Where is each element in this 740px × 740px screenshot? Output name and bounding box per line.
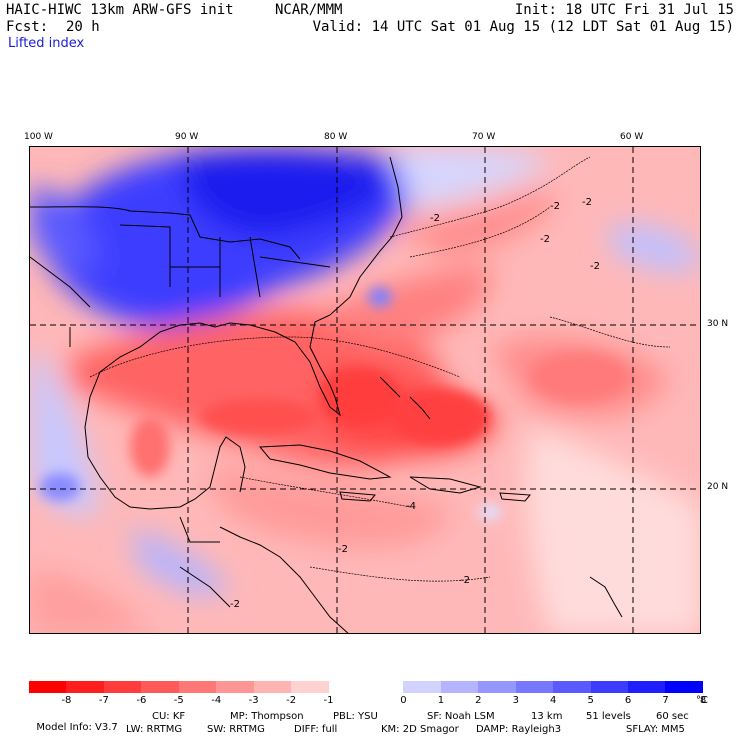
sf-scheme: SF: Noah LSM xyxy=(427,711,495,722)
field-detail xyxy=(40,287,630,520)
colorbar-tick-label: -3 xyxy=(248,695,259,706)
colorbar-swatch xyxy=(66,681,104,693)
colorbar-tick-label: 4 xyxy=(550,695,557,706)
colorbar-tick-label: 3 xyxy=(512,695,519,706)
model-version: Model Info: V3.7 xyxy=(36,722,118,733)
sflay-scheme: SFLAY: MM5 xyxy=(626,724,685,735)
colorbar-swatch xyxy=(291,681,329,693)
field-shading xyxy=(30,147,700,633)
contour-label: -4 xyxy=(406,501,416,512)
lon-label-90w: 90 W xyxy=(175,132,199,142)
valid-time: Valid: 14 UTC Sat 01 Aug 15 (12 LDT Sat … xyxy=(312,19,734,35)
colorbar-tick-label: 7 xyxy=(662,695,669,706)
colorbar-swatch xyxy=(403,681,441,693)
colorbar-swatch xyxy=(440,681,479,693)
colorbar-tick-label: 2 xyxy=(475,695,482,706)
colorbar-tick-label: 8 xyxy=(699,695,707,706)
sw-scheme: SW: RRTMG xyxy=(207,724,265,735)
mp-scheme: MP: Thompson xyxy=(230,711,304,722)
colorbar-swatch xyxy=(178,681,217,693)
map-canvas: -2 -2 -2 -2 -2 -4 -2 -2 -2 xyxy=(30,147,700,633)
lon-label-100w: 100 W xyxy=(24,132,53,142)
colorbar-swatch xyxy=(328,681,366,693)
colorbar-swatch xyxy=(141,681,179,693)
lat-label-20n: 20 N xyxy=(707,482,729,492)
lat-lon-grid xyxy=(30,147,700,633)
init-time: Init: 18 UTC Fri 31 Jul 15 xyxy=(514,2,734,18)
contour-label: -2 xyxy=(230,599,240,610)
lon-label-80w: 80 W xyxy=(324,132,348,142)
colorbar-tick-label: 6 xyxy=(624,695,632,706)
field-name: Lifted index xyxy=(8,36,85,51)
contour-label: -2 xyxy=(430,213,440,224)
pbl-scheme: PBL: YSU xyxy=(333,711,378,722)
resolution: 13 km xyxy=(531,711,563,722)
colorbar-unit: °C xyxy=(696,695,708,706)
colorbar xyxy=(29,681,703,693)
colorbar-swatch xyxy=(590,681,628,693)
contour-label: -2 xyxy=(550,201,560,212)
lon-label-60w: 60 W xyxy=(620,132,644,142)
forecast-label: Fcst: xyxy=(6,19,49,35)
colorbar-tick-label: -2 xyxy=(286,695,297,706)
colorbar-swatch xyxy=(253,681,292,693)
colorbar-tick-label: -4 xyxy=(211,695,222,706)
colorbar-swatch xyxy=(365,681,404,693)
diff-scheme: DIFF: full xyxy=(294,724,338,735)
colorbar-swatch xyxy=(628,681,666,693)
colorbar-swatch xyxy=(103,681,142,693)
colorbar-swatch xyxy=(515,681,554,693)
colorbar-tick-label: -7 xyxy=(98,695,109,706)
lw-scheme: LW: RRTMG xyxy=(126,724,183,735)
contour-label: -2 xyxy=(338,544,348,555)
forecast-hours: 20 h xyxy=(66,19,100,35)
colorbar-tick-label: 0 xyxy=(400,695,407,706)
km-scheme: KM: 2D Smagor xyxy=(381,724,459,735)
colorbar-swatch xyxy=(29,681,67,693)
contour-label: -2 xyxy=(590,261,600,272)
colorbar-tick-label: -8 xyxy=(61,695,72,706)
coastlines xyxy=(30,156,623,633)
colorbar-tick-label: -1 xyxy=(323,695,334,706)
damp-scheme: DAMP: Rayleigh3 xyxy=(476,724,562,735)
lon-label-70w: 70 W xyxy=(472,132,496,142)
colorbar-tick-label: -6 xyxy=(136,695,147,706)
lifted-index-map: -2 -2 -2 -2 -2 -4 -2 -2 -2 xyxy=(29,146,701,634)
cu-scheme: CU: KF xyxy=(152,711,186,722)
colorbar-tick-label: -5 xyxy=(173,695,184,706)
contour-label: -2 xyxy=(582,197,592,208)
model-title: HAIC-HIWC 13km ARW-GFS init xyxy=(6,2,234,18)
levels: 51 levels xyxy=(586,711,631,722)
contour-label: -2 xyxy=(460,575,470,586)
model-info-line1: Model Info: V3.7 xyxy=(30,711,118,733)
organization-label: NCAR/MMM xyxy=(275,2,343,18)
colorbar-swatch xyxy=(216,681,254,693)
contour-lines xyxy=(89,156,671,582)
colorbar-swatch xyxy=(478,681,516,693)
colorbar-swatch xyxy=(665,681,703,693)
colorbar-tick-label: 1 xyxy=(437,695,445,706)
colorbar-swatch xyxy=(553,681,591,693)
colorbar-tick-label: 5 xyxy=(587,695,594,706)
contour-label-group: -2 -2 -2 -2 -2 -4 -2 -2 -2 xyxy=(230,197,600,610)
lat-label-30n: 30 N xyxy=(707,319,729,329)
contour-label: -2 xyxy=(540,234,550,245)
timestep: 60 sec xyxy=(656,711,689,722)
